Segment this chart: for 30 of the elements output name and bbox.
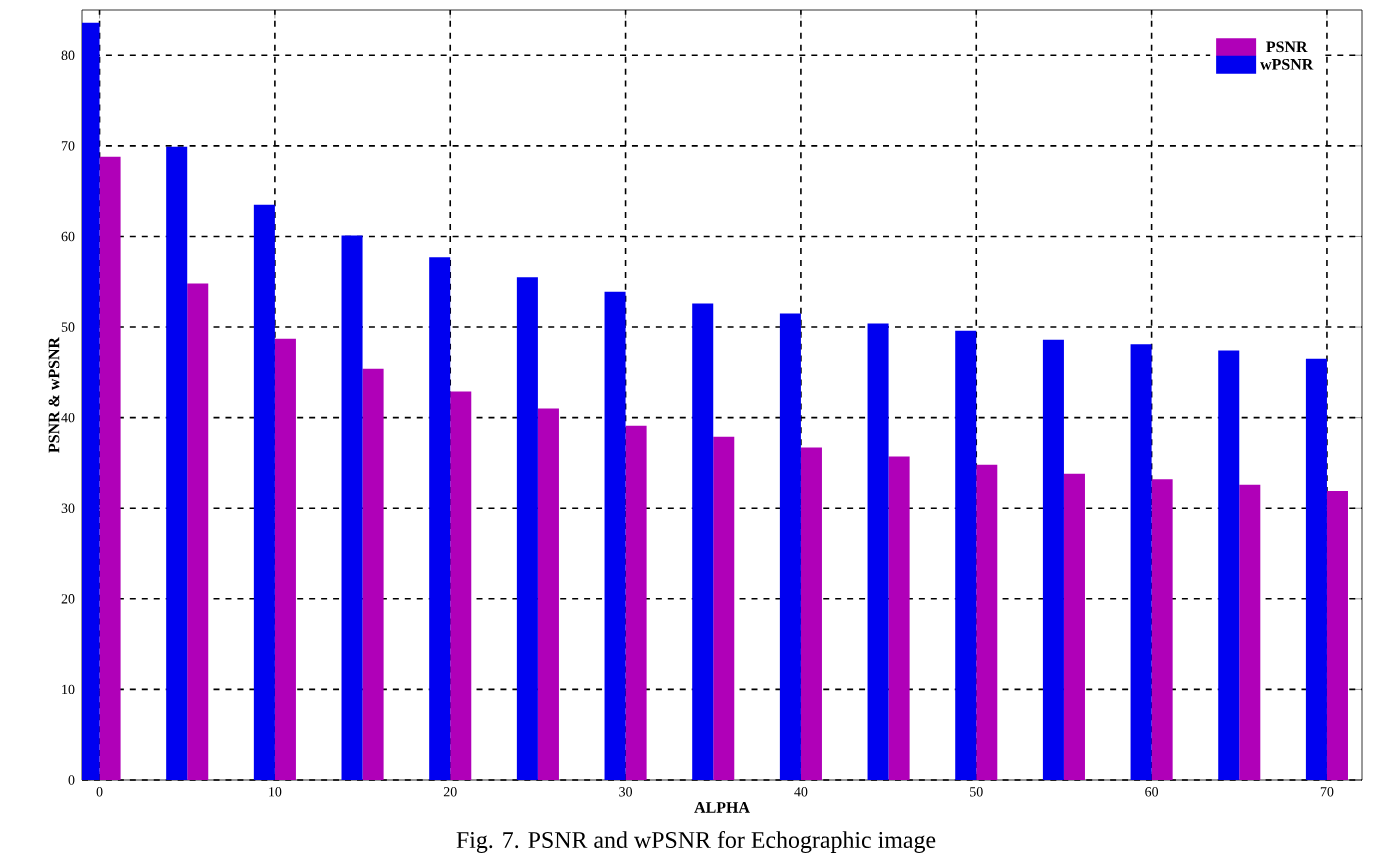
bar xyxy=(625,425,647,780)
bar xyxy=(362,368,384,780)
bar xyxy=(429,257,451,780)
bar xyxy=(1130,344,1152,780)
bar xyxy=(516,277,538,780)
caption: Fig. 7. PSNR and wPSNR for Echographic image xyxy=(456,830,936,853)
bar xyxy=(976,464,998,780)
bar xyxy=(1063,473,1085,780)
bar xyxy=(1326,491,1348,780)
bar xyxy=(274,338,296,780)
bar xyxy=(450,391,472,780)
bar xyxy=(1239,484,1261,780)
bar xyxy=(692,303,714,780)
bar xyxy=(99,156,121,780)
bar xyxy=(604,291,626,780)
bar xyxy=(166,146,188,780)
bar xyxy=(1305,358,1327,780)
bar xyxy=(779,313,801,780)
bar xyxy=(713,436,735,780)
bar xyxy=(955,330,977,780)
bar xyxy=(341,235,363,780)
bar xyxy=(1042,339,1064,780)
bar xyxy=(253,204,275,780)
bar xyxy=(867,323,889,780)
bar xyxy=(1151,479,1173,780)
bar xyxy=(800,447,822,780)
bar xyxy=(537,408,559,780)
bar xyxy=(888,456,910,780)
bar xyxy=(1218,350,1240,780)
bar xyxy=(187,283,209,780)
